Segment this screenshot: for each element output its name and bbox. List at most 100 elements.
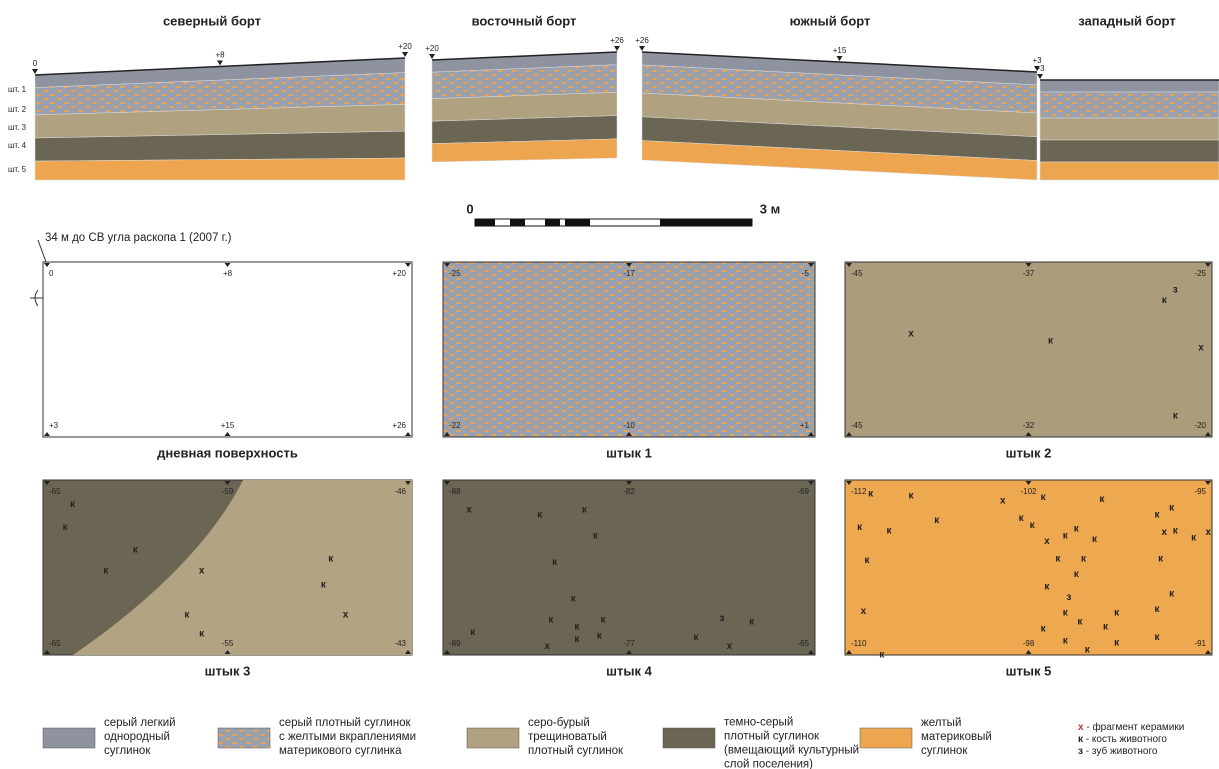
corner-label: -25 [449,269,461,278]
scale-segment [510,219,525,226]
legend-label: плотный суглинок [724,731,820,743]
elevation-label: +20 [425,44,439,53]
find: х [1044,536,1050,547]
find: х [727,641,733,652]
legend-label: серый плотный суглинок [279,717,411,729]
find: к [1030,520,1036,531]
section-top [431,51,618,61]
corner-label: -82 [623,487,635,496]
corner-marker [405,263,411,267]
section-layer [1039,79,1219,93]
find: х [199,566,205,577]
find: х [861,606,867,617]
scale-segment [545,219,560,226]
find: к [1162,295,1168,306]
corner-marker [44,481,50,485]
corner-label: -98 [1023,639,1035,648]
plan [442,261,816,438]
corner-marker [224,650,231,654]
legend-swatch [217,727,271,749]
legend-label: (вмещающий культурный [724,745,859,757]
section-layer [641,140,1038,181]
find: к [548,615,554,626]
corner-label: -43 [394,639,406,648]
find: к [1041,623,1047,634]
find: к [1048,335,1054,346]
find: к [328,553,334,564]
elevation-label: +15 [833,46,847,55]
corner-marker [1205,650,1211,654]
corner-label: -37 [1023,269,1035,278]
find: з [720,613,725,624]
corner-marker [444,650,450,654]
section-title: северный борт [163,13,261,28]
corner-label: -20 [1194,421,1206,430]
corner-label: -45 [851,421,863,430]
find: к [865,555,871,566]
find: к [1114,637,1120,648]
find: к [693,632,699,643]
corner-label: -102 [1020,487,1037,496]
find: к [597,630,603,641]
key-text: - кость животного [1083,734,1167,745]
legend-label: трещиноватый [528,731,607,743]
corner-marker [444,481,450,485]
legend-label: желтый [921,717,961,729]
corner-marker [224,432,231,436]
note: 34 м до СВ угла раскопа 1 (2007 г.) [45,232,232,244]
find: к [574,622,580,633]
find: к [133,545,139,556]
legend-label: материковый [921,731,992,743]
scale-start: 0 [466,201,473,216]
corner-marker [626,481,632,485]
find: х [1206,527,1212,538]
find: к [184,609,190,620]
legend-label: однородный [104,731,170,743]
find: к [1092,534,1098,545]
elevation-label: +26 [610,36,624,45]
plan [844,261,1213,438]
elevation-marker [429,54,435,59]
corner-marker [626,650,632,654]
corner-marker [44,432,50,436]
corner-label: -46 [394,487,406,496]
corner-marker [1025,263,1032,267]
corner-label: -22 [449,421,461,430]
plan-caption: дневная поверхность [157,445,298,460]
corner-label: -69 [797,487,809,496]
find: х [1198,342,1204,353]
corner-marker [846,263,852,267]
find: к [593,531,599,542]
legend-label: темно-серый [724,717,793,729]
plan [844,479,1213,656]
corner-label: -65 [797,639,809,648]
corner-marker [808,481,814,485]
layer-label: шт. 5 [8,165,27,174]
elevation-label: +20 [398,42,412,51]
section-layer [1039,161,1219,181]
corner-label: 0 [49,269,54,278]
scale-end: 3 м [760,201,780,216]
corner-marker [808,432,814,436]
find: к [63,522,69,533]
corner-label: -55 [222,639,234,648]
find: к [582,504,588,515]
key-symbol: к [1078,734,1084,745]
plan [442,479,816,656]
legend-label: суглинок [921,745,968,757]
find: к [1063,636,1069,647]
corner-label: +20 [392,269,406,278]
elevation-label: 0 [33,59,38,68]
find: к [934,515,940,526]
find: к [1173,411,1179,422]
key-item: х - фрагмент керамики [1078,721,1184,733]
corner-marker [1205,432,1211,436]
elevation-marker [836,56,843,61]
corner-label: -59 [222,487,234,496]
find: з [1173,285,1178,296]
key-text: - зуб животного [1083,745,1158,757]
corner-marker [846,481,852,485]
find: к [1191,532,1197,543]
elevation-label: +26 [635,36,649,45]
find: к [1074,569,1080,580]
